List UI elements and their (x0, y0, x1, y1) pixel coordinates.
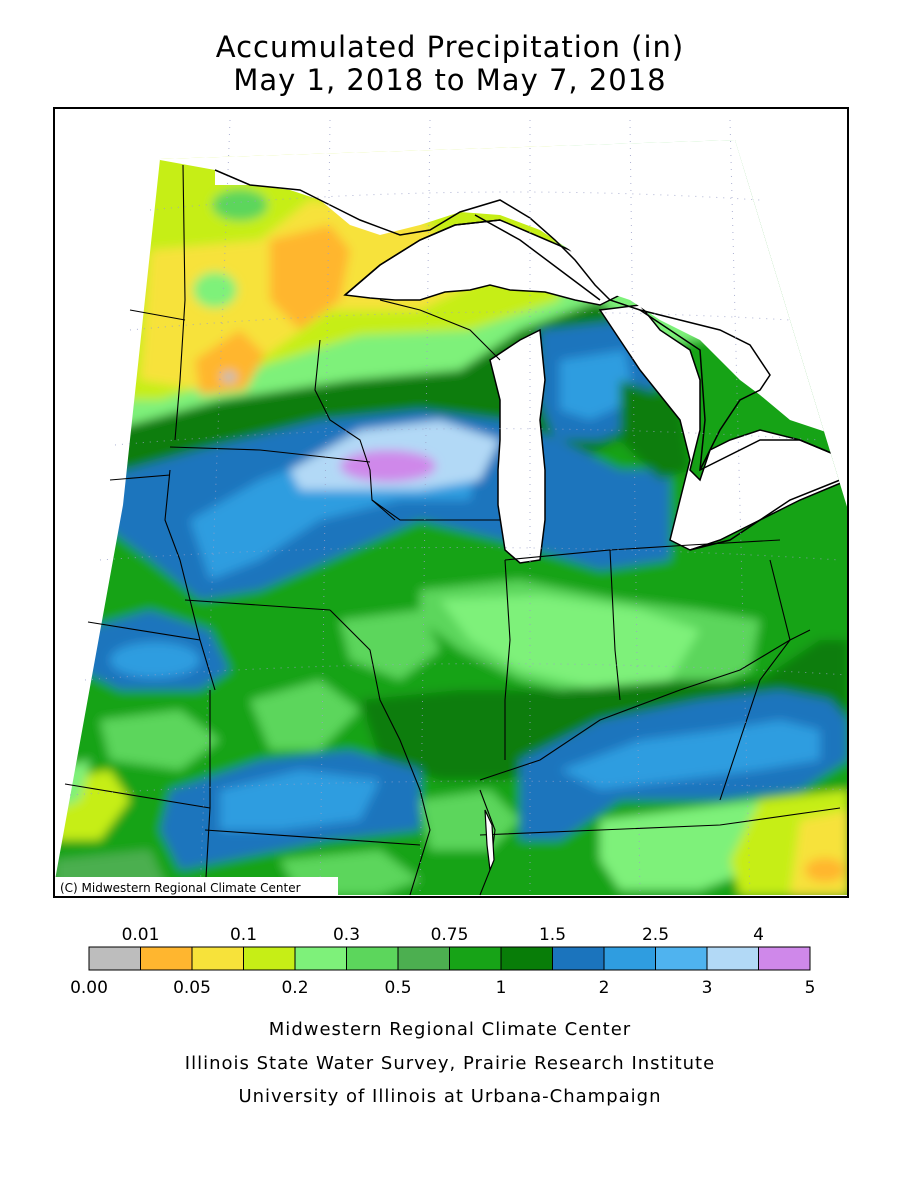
legend-swatch (552, 946, 605, 971)
legend-top-label: 0.75 (431, 925, 469, 945)
map-frame (53, 107, 849, 898)
legend-swatch (397, 946, 450, 971)
map-title: Accumulated Precipitation (in) (215, 30, 685, 64)
legend-top-label: 4 (753, 925, 764, 945)
graticule (69, 119, 848, 896)
legend-bottom-label: 2 (599, 978, 610, 998)
great-lakes (160, 140, 848, 564)
legend-swatch (449, 946, 502, 971)
legend-bottom-label: 5 (805, 978, 816, 998)
legend-swatch (500, 946, 553, 971)
coastlines (214, 169, 848, 551)
legend-swatch (88, 946, 141, 971)
legend-swatch (655, 946, 708, 971)
legend-top-label: 1.5 (539, 925, 566, 945)
legend-swatch (706, 946, 759, 971)
legend-bottom-label: 1 (496, 978, 507, 998)
color-legend: 0.01 0.1 0.3 0.75 1.5 2.5 4 0.00 0.05 0.2 0.5 1 2 3 5 (70, 925, 815, 998)
legend-bottom-labels: 0.00 0.05 0.2 0.5 1 2 3 5 (70, 978, 815, 998)
legend-color-boxes (88, 946, 811, 971)
legend-swatch (140, 946, 193, 971)
legend-swatch (243, 946, 296, 971)
legend-swatch (758, 946, 811, 971)
legend-bottom-label: 3 (702, 978, 713, 998)
legend-bottom-label: 0.05 (173, 978, 211, 998)
state-borders (64, 164, 841, 896)
legend-top-label: 0.01 (122, 925, 160, 945)
legend-top-label: 0.1 (230, 925, 257, 945)
copyright-text: (C) Midwestern Regional Climate Center (60, 881, 301, 895)
legend-swatch (346, 946, 399, 971)
copyright-box (55, 877, 338, 896)
legend-bottom-label: 0.00 (70, 978, 108, 998)
precip-fields (55, 140, 848, 895)
legend-swatch (603, 946, 656, 971)
credit-university: University of Illinois at Urbana-Champai… (238, 1086, 662, 1107)
legend-top-labels: 0.01 0.1 0.3 0.75 1.5 2.5 4 (122, 925, 764, 945)
legend-top-label: 2.5 (642, 925, 669, 945)
credit-survey: Illinois State Water Survey, Prairie Res… (184, 1053, 716, 1074)
legend-top-label: 0.3 (333, 925, 360, 945)
legend-swatch (191, 946, 244, 971)
legend-bottom-label: 0.5 (384, 978, 411, 998)
map-date-range: May 1, 2018 to May 7, 2018 (233, 63, 667, 97)
legend-bottom-label: 0.2 (281, 978, 308, 998)
credit-center: Midwestern Regional Climate Center (268, 1019, 632, 1040)
legend-swatch (294, 946, 347, 971)
